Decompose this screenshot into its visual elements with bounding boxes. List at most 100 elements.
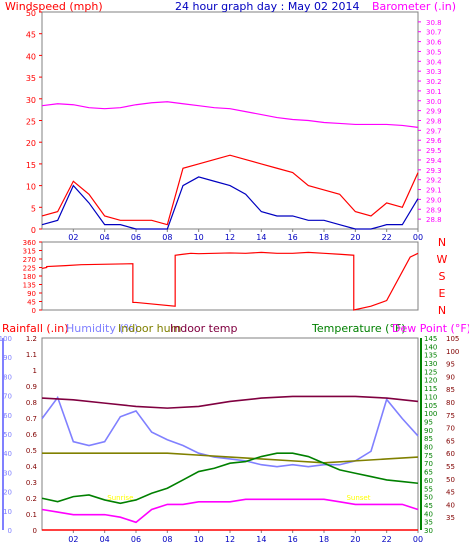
rainfall-tick-label: 0.9 (26, 383, 37, 391)
wind-barometer-panel: Windspeed (mph) 24 hour graph day : May … (5, 0, 456, 242)
left-tick-label: 30 (26, 96, 36, 105)
rainfall-tick-label: 0.6 (26, 431, 38, 439)
temperature-tick-label: 45 (424, 502, 433, 510)
hour-tick-label: 02 (68, 233, 78, 242)
direction-tick-label: 225 (23, 265, 36, 273)
left-tick-label: 25 (26, 118, 36, 127)
right-tick-label: 29.9 (426, 108, 442, 116)
right-tick-label: 30.5 (426, 48, 442, 56)
hour-tick-label: 02 (68, 535, 78, 544)
temperature-tick-label: 30 (424, 527, 433, 535)
temperature-humidity-panel: Rainfall (.in) Humidity (%) Indoor hum I… (0, 322, 469, 544)
humidity-tick-label: 10 (3, 508, 12, 516)
rainfall-tick-label: 0.2 (26, 495, 37, 503)
temperature-tick-label: 55 (424, 485, 433, 493)
humidity-tick-label: 70 (3, 393, 12, 401)
dewpoint-tick-label: 100 (446, 348, 459, 356)
right-tick-label: 29.5 (426, 147, 442, 155)
temperature-tick-label: 145 (424, 335, 437, 343)
temperature-tick-label: 95 (424, 418, 433, 426)
right-tick-label: 30.0 (426, 98, 442, 106)
left-tick-label: 0 (31, 226, 36, 235)
temperature-tick-label: 75 (424, 452, 433, 460)
direction-tick-label: 270 (23, 256, 36, 264)
hour-tick-label: 12 (225, 535, 235, 544)
hour-tick-label: 12 (225, 233, 235, 242)
temperature-tick-label: 80 (424, 444, 433, 452)
hour-tick-label: 08 (162, 535, 172, 544)
direction-tick-label: 135 (23, 282, 36, 290)
dewpoint-tick-label: 70 (446, 425, 455, 433)
humidity-tick-label: 60 (3, 412, 12, 420)
temperature-tick-label: 120 (424, 377, 437, 385)
right-tick-label: 30.1 (426, 88, 442, 96)
right-tick-label: 29.6 (426, 137, 442, 145)
direction-tick-label: 360 (23, 239, 36, 247)
dewpoint-tick-label: 95 (446, 361, 455, 369)
windspeed-axis-label: Windspeed (mph) (5, 0, 103, 13)
right-tick-label: 30.7 (426, 29, 442, 37)
right-tick-label: 29.1 (426, 187, 442, 195)
temperature-tick-label: 50 (424, 494, 433, 502)
left-tick-label: 5 (31, 204, 36, 213)
hour-tick-label: 22 (382, 535, 392, 544)
rainfall-tick-label: 0.4 (26, 463, 38, 471)
temperature-tick-label: 90 (424, 427, 433, 435)
hour-tick-label: 08 (162, 233, 172, 242)
hour-tick-label: 14 (256, 535, 266, 544)
left-tick-label: 50 (26, 9, 36, 18)
dewpoint-tick-label: 105 (446, 335, 459, 343)
hour-tick-label: 00 (413, 535, 423, 544)
direction-tick-label: 45 (27, 299, 36, 307)
panel1-frame (41, 11, 419, 230)
indoor-temp-axis-label: Indoor temp (170, 322, 237, 335)
temperature-tick-label: 40 (424, 510, 433, 518)
rainfall-tick-label: 0.8 (26, 399, 37, 407)
compass-label: W (437, 253, 448, 266)
humidity-tick-label: 100 (0, 335, 12, 343)
hour-tick-label: 22 (382, 233, 392, 242)
temperature-tick-label: 140 (424, 343, 437, 351)
temperature-tick-label: 35 (424, 519, 433, 527)
right-tick-label: 28.9 (426, 206, 442, 214)
rainfall-tick-label: 0.1 (26, 511, 37, 519)
right-tick-label: 29.7 (426, 127, 442, 135)
temperature-tick-label: 85 (424, 435, 433, 443)
humidity-axis-label: Humidity (%) (66, 322, 138, 335)
hour-tick-label: 18 (319, 535, 329, 544)
left-tick-label: 15 (26, 161, 36, 170)
left-tick-label: 45 (26, 31, 36, 40)
temperature-tick-label: 125 (424, 368, 437, 376)
rainfall-axis-label: Rainfall (.in) (2, 322, 69, 335)
compass-label: S (439, 270, 446, 283)
sunrise-label: Sunrise (107, 494, 133, 502)
left-tick-label: 10 (26, 183, 36, 192)
humidity-tick-label: 0 (8, 527, 12, 535)
dewpoint-tick-label: 45 (446, 489, 455, 497)
hour-tick-label: 20 (350, 535, 360, 544)
rainfall-tick-label: 0.5 (26, 447, 37, 455)
right-tick-label: 30.4 (426, 58, 442, 66)
dewpoint-tick-label: 65 (446, 437, 455, 445)
indoor-temp-line (41, 395, 419, 409)
dewpoint-tick-label: 90 (446, 373, 455, 381)
chart-title: 24 hour graph day : May 02 2014 (175, 0, 360, 13)
right-tick-label: 28.8 (426, 216, 442, 224)
panel2-frame (41, 241, 419, 311)
right-tick-label: 29.0 (426, 196, 442, 204)
right-tick-label: 29.4 (426, 157, 442, 165)
right-tick-label: 29.2 (426, 177, 442, 185)
humidity-tick-label: 40 (3, 450, 12, 458)
right-tick-label: 30.8 (426, 19, 442, 27)
indoor-hum-axis-label: Indoor hum (118, 322, 181, 335)
dewpoint-axis-label: Dew Point (°F) (392, 322, 469, 335)
hour-tick-label: 10 (194, 535, 204, 544)
right-tick-label: 30.2 (426, 78, 442, 86)
rainfall-tick-label: 0.7 (26, 415, 37, 423)
dew-point-f--line (41, 498, 419, 524)
direction-tick-label: 180 (23, 273, 36, 281)
wind-direction-line (41, 251, 419, 311)
